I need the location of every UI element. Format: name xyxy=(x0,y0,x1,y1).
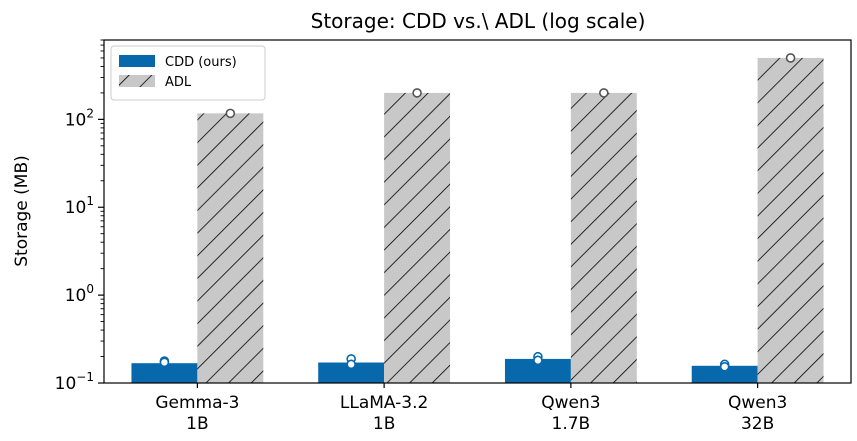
point-cdd-1-1 xyxy=(346,359,356,370)
chart-title: Storage: CDD vs.\ ADL (log scale) xyxy=(311,9,646,33)
point-adl-0-0 xyxy=(225,108,236,119)
legend-label-adl: ADL xyxy=(165,75,192,90)
legend-label-cdd: CDD (ours) xyxy=(165,55,237,70)
y-axis: 10−1 100 101 102 xyxy=(55,39,104,394)
bar-cdd-1 xyxy=(318,362,385,383)
x-tick-label-2-line2: 1.7B xyxy=(552,414,591,434)
y-tick-label-1: 100 xyxy=(65,282,94,306)
y-tick-label-2: 101 xyxy=(65,194,94,218)
bar-adl-2 xyxy=(570,92,637,384)
x-tick-label-3-line1: Qwen3 xyxy=(728,393,787,413)
plot-frame xyxy=(103,39,852,384)
legend-swatch-adl xyxy=(119,75,155,87)
point-cdd-0-1 xyxy=(159,357,170,368)
y-axis-label: Storage (MB) xyxy=(12,155,32,267)
point-adl-2-0 xyxy=(599,88,609,98)
legend-swatch-cdd xyxy=(119,55,155,67)
point-cdd-3-1 xyxy=(719,361,730,372)
bar-adl-1 xyxy=(384,92,451,384)
x-tick-label-1-line2: 1B xyxy=(373,414,395,434)
x-tick-label-2-line1: Qwen3 xyxy=(541,393,600,413)
x-tick-label-0-line1: Gemma-3 xyxy=(155,393,239,413)
y-tick-label-3: 102 xyxy=(65,106,94,130)
bar-adl-0 xyxy=(197,113,264,384)
point-adl-1-0 xyxy=(412,88,422,98)
legend: CDD (ours) ADL xyxy=(110,45,266,101)
bars-layer xyxy=(131,57,824,384)
bar-cdd-0 xyxy=(131,363,198,383)
x-tick-label-0-line2: 1B xyxy=(186,414,208,434)
x-tick-label-1-line1: LLaMA-3.2 xyxy=(340,393,428,413)
x-tick-label-3-line2: 32B xyxy=(741,414,774,434)
y-tick-label-0: 10−1 xyxy=(55,370,94,394)
points-layer xyxy=(159,53,796,372)
point-cdd-2-1 xyxy=(533,355,543,366)
bar-adl-3 xyxy=(757,57,824,384)
bar-cdd-3 xyxy=(691,365,758,383)
point-adl-3-0 xyxy=(785,53,796,63)
